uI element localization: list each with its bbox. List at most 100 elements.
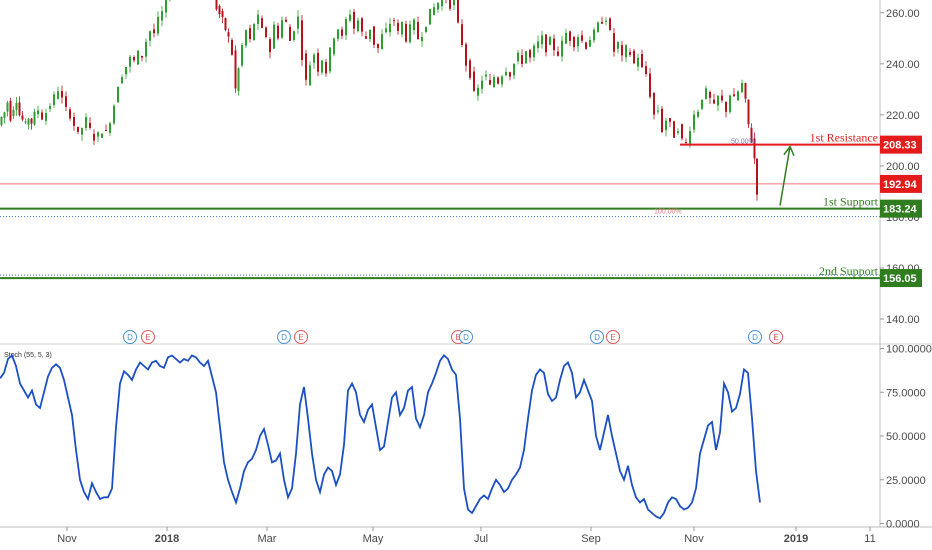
time-tick-label: Nov (57, 533, 77, 545)
candle-body (129, 56, 131, 67)
event-letter: D (463, 333, 469, 342)
candle-body (234, 50, 237, 89)
candle-body (569, 31, 571, 41)
candle-body (141, 55, 143, 58)
dividend-marker[interactable]: D (748, 330, 762, 344)
candle-body (165, 0, 167, 13)
price-tick-label: 220.00 (886, 110, 920, 122)
candle-body (725, 101, 727, 112)
time-tick-label: Mar (258, 533, 277, 545)
candle-body (517, 52, 519, 62)
candle-body (493, 77, 495, 88)
candle-body (89, 122, 91, 128)
level-label: 1st Resistance (810, 131, 878, 145)
level-badge (880, 174, 922, 193)
time-tick-label: May (363, 533, 384, 545)
candle-body (405, 23, 407, 42)
candle-body (21, 115, 24, 120)
event-letter: D (127, 333, 133, 342)
candle-body (545, 34, 547, 53)
candle-body (161, 11, 163, 21)
candle-body (49, 105, 51, 109)
candle-body (113, 105, 115, 124)
level-badge-value: 156.05 (883, 273, 917, 285)
dividend-marker[interactable]: D (459, 330, 473, 344)
dividend-marker[interactable]: D (590, 330, 604, 344)
earnings-marker[interactable]: E (606, 330, 620, 344)
candle-body (705, 88, 707, 99)
event-circle (459, 330, 473, 344)
candle-body (689, 131, 691, 145)
candle-body (249, 28, 251, 39)
earnings-marker[interactable]: E (769, 330, 783, 344)
event-letter: E (298, 333, 303, 342)
time-axis: Nov 2018 Mar May Jul Sep Nov 2019 11 (57, 527, 876, 545)
candle-body (709, 92, 711, 98)
candle-body (549, 37, 551, 45)
candle-body (541, 35, 543, 45)
candle-body (717, 95, 719, 106)
level-badge-value: 183.24 (883, 204, 918, 216)
time-tick-label: Jul (474, 533, 488, 545)
level-badge (880, 269, 922, 288)
candle-body (685, 141, 687, 143)
candle-body (393, 20, 395, 22)
candle-body (713, 99, 715, 104)
fib-label-bottom: 100.00% (654, 209, 682, 216)
projection-arrow (779, 146, 791, 206)
candle-body (673, 121, 675, 138)
projection-arrow-head (783, 145, 795, 156)
stoch-title: Stoch (55, 5, 3) (4, 352, 52, 359)
candle-body (257, 14, 259, 24)
candle-body (137, 50, 139, 65)
candle-body (77, 126, 79, 132)
candle-body (18, 102, 21, 116)
candle-body (97, 132, 99, 137)
candle-body (273, 24, 275, 49)
earnings-marker[interactable]: E (141, 330, 155, 344)
candle-body (117, 87, 119, 103)
candle-body (509, 72, 511, 77)
candle-body (285, 19, 287, 22)
level-badge-value: 208.33 (883, 140, 917, 152)
event-circle (277, 330, 291, 344)
candle-body (105, 129, 107, 131)
stoch-tick-label: 25.0000 (886, 475, 926, 487)
candle-body (637, 57, 639, 67)
candle-body (153, 29, 155, 34)
candle-body (133, 57, 135, 61)
price-tick-label: 260.00 (886, 8, 920, 20)
dividend-marker[interactable]: D (277, 330, 291, 344)
candle-body (65, 96, 67, 107)
candle-body (577, 37, 579, 47)
candle-body (12, 109, 15, 117)
earnings-marker[interactable]: E (294, 330, 308, 344)
candle-body (157, 16, 159, 34)
candle-body (24, 121, 27, 123)
candle-body (337, 29, 339, 39)
candle-body (457, 0, 459, 23)
candle-body (221, 11, 224, 17)
candle-body (73, 117, 75, 126)
candle-body (733, 94, 735, 97)
candle-body (693, 114, 695, 130)
level-badge (880, 199, 922, 218)
candle-body (601, 21, 603, 24)
candle-body (597, 22, 599, 32)
dividend-marker[interactable]: D (123, 330, 137, 344)
candle-body (227, 32, 230, 37)
candle-body (750, 127, 753, 143)
candle-body (15, 102, 18, 110)
stoch-pane (0, 353, 761, 520)
candle-body (525, 51, 527, 64)
candle-body (3, 112, 6, 118)
candle-body (218, 5, 221, 15)
candles (0, 0, 758, 201)
candle-body (30, 118, 33, 124)
candle-body (649, 73, 651, 97)
candle-body (265, 27, 267, 37)
candle-body (9, 100, 12, 121)
candle-body (585, 42, 587, 49)
price-tick-label: 240.00 (886, 59, 920, 71)
